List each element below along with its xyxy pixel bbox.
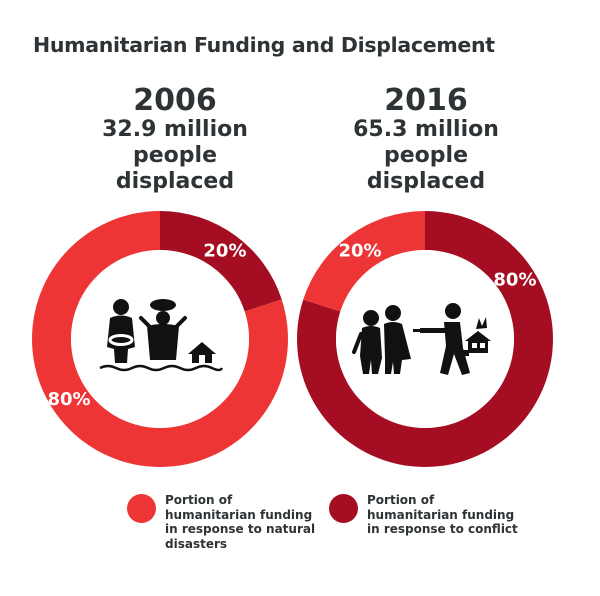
displaced-count: 32.9 million xyxy=(102,117,248,142)
panel-2016-header: 2016 65.3 million people displaced xyxy=(296,85,556,195)
data-label: 80% xyxy=(493,269,536,290)
slice-2016-conflict xyxy=(297,211,554,467)
data-label: 20% xyxy=(203,241,246,262)
slice-2006-natural-disasters xyxy=(31,211,289,467)
panel-2006-header: 2006 32.9 million people displaced xyxy=(45,85,305,195)
legend-swatch xyxy=(127,494,156,523)
conflict-refugees-icon xyxy=(352,303,491,375)
displaced-text-displaced: displaced xyxy=(366,169,486,194)
year-label: 2006 xyxy=(133,83,217,118)
year-label: 2016 xyxy=(384,83,468,118)
page-title: Humanitarian Funding and Displacement xyxy=(33,33,495,57)
displaced-count: 65.3 million xyxy=(353,117,499,142)
slice-2006-conflict xyxy=(160,211,282,312)
legend-swatch xyxy=(329,494,358,523)
flood-family-icon xyxy=(99,299,224,372)
legend-label: Portion of humanitarian funding in respo… xyxy=(367,493,518,536)
legend-item-natural-disasters: Portion of humanitarian funding in respo… xyxy=(127,493,325,551)
legend-label: Portion of humanitarian funding in respo… xyxy=(165,493,316,551)
slice-2016-natural-disasters xyxy=(303,211,425,312)
donut-hole xyxy=(336,250,514,428)
legend-item-conflict: Portion of humanitarian funding in respo… xyxy=(329,493,527,537)
displaced-text-people: people xyxy=(384,143,468,168)
displaced-text-displaced: displaced xyxy=(115,169,235,194)
displaced-text-people: people xyxy=(133,143,217,168)
data-label: 80% xyxy=(47,389,90,410)
data-label: 20% xyxy=(339,241,382,262)
